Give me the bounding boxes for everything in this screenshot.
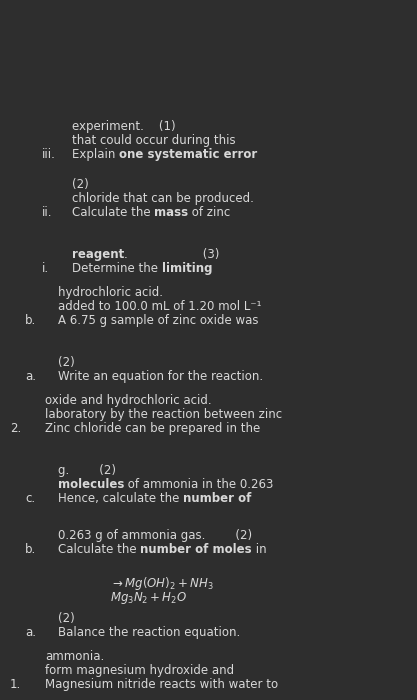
- Text: A 6.75 g sample of zinc oxide was: A 6.75 g sample of zinc oxide was: [58, 314, 259, 327]
- Text: limiting: limiting: [162, 262, 212, 275]
- Text: (2): (2): [72, 178, 89, 191]
- Text: one systematic error: one systematic error: [119, 148, 257, 161]
- Text: .                    (3): . (3): [124, 248, 220, 261]
- Text: Explain: Explain: [72, 148, 119, 161]
- Text: Balance the reaction equation.: Balance the reaction equation.: [58, 626, 240, 639]
- Text: a.: a.: [25, 626, 36, 639]
- Text: that could occur during this: that could occur during this: [72, 134, 236, 147]
- Text: reagent: reagent: [72, 248, 124, 261]
- Text: Magnesium nitride reacts with water to: Magnesium nitride reacts with water to: [45, 678, 278, 691]
- Text: of zinc: of zinc: [188, 206, 231, 219]
- Text: experiment.    (1): experiment. (1): [72, 120, 176, 133]
- Text: Hence, calculate the: Hence, calculate the: [58, 492, 183, 505]
- Text: a.: a.: [25, 370, 36, 383]
- Text: $\mathit{Mg_3N_2 + H_2O}$: $\mathit{Mg_3N_2 + H_2O}$: [110, 590, 187, 606]
- Text: form magnesium hydroxide and: form magnesium hydroxide and: [45, 664, 234, 677]
- Text: iii.: iii.: [42, 148, 56, 161]
- Text: of ammonia in the 0.263: of ammonia in the 0.263: [124, 478, 274, 491]
- Text: hydrochloric acid.: hydrochloric acid.: [58, 286, 163, 299]
- Text: (2): (2): [58, 356, 75, 369]
- Text: 0.263 g of ammonia gas.        (2): 0.263 g of ammonia gas. (2): [58, 529, 252, 542]
- Text: Determine the: Determine the: [72, 262, 162, 275]
- Text: ammonia.: ammonia.: [45, 650, 104, 663]
- Text: (2): (2): [58, 612, 75, 625]
- Text: number of: number of: [183, 492, 251, 505]
- Text: b.: b.: [25, 314, 36, 327]
- Text: laboratory by the reaction between zinc: laboratory by the reaction between zinc: [45, 408, 282, 421]
- Text: in: in: [252, 543, 266, 556]
- Text: b.: b.: [25, 543, 36, 556]
- Text: 1.: 1.: [10, 678, 21, 691]
- Text: number of moles: number of moles: [141, 543, 252, 556]
- Text: $\mathit{\rightarrow Mg(OH)_2 + NH_3}$: $\mathit{\rightarrow Mg(OH)_2 + NH_3}$: [110, 575, 214, 592]
- Text: Write an equation for the reaction.: Write an equation for the reaction.: [58, 370, 263, 383]
- Text: oxide and hydrochloric acid.: oxide and hydrochloric acid.: [45, 394, 211, 407]
- Text: g.        (2): g. (2): [58, 464, 116, 477]
- Text: Calculate the: Calculate the: [72, 206, 154, 219]
- Text: i.: i.: [42, 262, 49, 275]
- Text: molecules: molecules: [58, 478, 124, 491]
- Text: ii.: ii.: [42, 206, 53, 219]
- Text: Zinc chloride can be prepared in the: Zinc chloride can be prepared in the: [45, 422, 260, 435]
- Text: added to 100.0 mL of 1.20 mol L⁻¹: added to 100.0 mL of 1.20 mol L⁻¹: [58, 300, 261, 313]
- Text: 2.: 2.: [10, 422, 21, 435]
- Text: chloride that can be produced.: chloride that can be produced.: [72, 192, 254, 205]
- Text: c.: c.: [25, 492, 35, 505]
- Text: Calculate the: Calculate the: [58, 543, 141, 556]
- Text: mass: mass: [154, 206, 188, 219]
